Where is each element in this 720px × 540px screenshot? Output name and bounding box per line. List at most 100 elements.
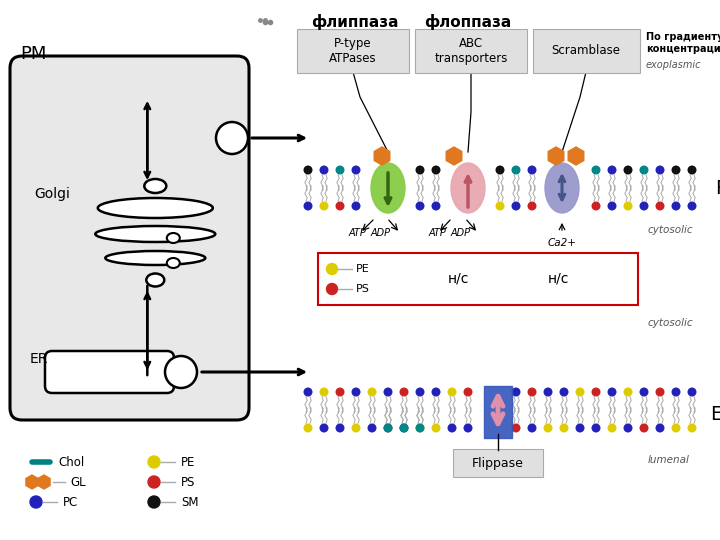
Text: GL: GL: [70, 476, 86, 489]
Circle shape: [336, 423, 344, 433]
Circle shape: [688, 165, 696, 174]
Circle shape: [336, 388, 344, 396]
Circle shape: [351, 165, 361, 174]
Circle shape: [495, 201, 505, 211]
Text: PM: PM: [20, 45, 46, 63]
Circle shape: [528, 423, 536, 433]
Text: cytosolic: cytosolic: [648, 225, 693, 235]
FancyBboxPatch shape: [453, 449, 543, 477]
Circle shape: [592, 423, 600, 433]
Text: ABC
transporters: ABC transporters: [434, 37, 508, 65]
Circle shape: [320, 388, 328, 396]
Circle shape: [655, 165, 665, 174]
Circle shape: [624, 423, 632, 433]
Circle shape: [672, 388, 680, 396]
Circle shape: [688, 388, 696, 396]
Text: lumenal: lumenal: [648, 455, 690, 465]
Circle shape: [336, 165, 344, 174]
Circle shape: [672, 165, 680, 174]
Circle shape: [688, 423, 696, 433]
Circle shape: [415, 201, 425, 211]
Circle shape: [351, 201, 361, 211]
Text: P-type
ATPases: P-type ATPases: [329, 37, 377, 65]
Ellipse shape: [167, 233, 180, 243]
Circle shape: [639, 388, 649, 396]
Text: ADP: ADP: [451, 228, 471, 238]
Circle shape: [511, 165, 521, 174]
Circle shape: [559, 388, 569, 396]
Circle shape: [415, 423, 425, 433]
Circle shape: [655, 201, 665, 211]
Circle shape: [415, 165, 425, 174]
Circle shape: [148, 476, 160, 488]
Circle shape: [511, 423, 521, 433]
Circle shape: [639, 165, 649, 174]
Circle shape: [575, 388, 585, 396]
Text: ER: ER: [30, 352, 48, 366]
Circle shape: [544, 423, 552, 433]
Bar: [318, 253, 638, 305]
Circle shape: [384, 423, 392, 433]
Circle shape: [575, 423, 585, 433]
Circle shape: [431, 165, 441, 174]
Text: ATP: ATP: [348, 228, 366, 238]
Circle shape: [304, 201, 312, 211]
Circle shape: [431, 388, 441, 396]
Text: Scramblase: Scramblase: [552, 44, 621, 57]
Text: Ca2+: Ca2+: [547, 238, 577, 248]
Text: н/с: н/с: [447, 272, 469, 286]
Circle shape: [655, 423, 665, 433]
Text: Golgi: Golgi: [34, 187, 70, 201]
Circle shape: [592, 201, 600, 211]
Circle shape: [624, 201, 632, 211]
Text: Flippase: Flippase: [472, 456, 524, 469]
FancyBboxPatch shape: [10, 56, 249, 420]
Ellipse shape: [98, 198, 213, 218]
Circle shape: [351, 388, 361, 396]
Text: ER: ER: [710, 406, 720, 424]
Circle shape: [367, 388, 377, 396]
Text: ATP: ATP: [428, 228, 446, 238]
Text: cytosolic: cytosolic: [648, 318, 693, 328]
Circle shape: [400, 423, 408, 433]
Circle shape: [672, 201, 680, 211]
Bar: [484, 386, 512, 438]
FancyBboxPatch shape: [297, 29, 409, 73]
Circle shape: [528, 388, 536, 396]
Circle shape: [148, 496, 160, 508]
FancyBboxPatch shape: [533, 29, 640, 73]
Circle shape: [320, 165, 328, 174]
Circle shape: [464, 388, 472, 396]
Circle shape: [30, 496, 42, 508]
Circle shape: [544, 388, 552, 396]
Circle shape: [304, 165, 312, 174]
Text: PC: PC: [63, 496, 78, 509]
Circle shape: [511, 388, 521, 396]
Text: PS: PS: [181, 476, 195, 489]
Circle shape: [608, 423, 616, 433]
Circle shape: [431, 201, 441, 211]
Circle shape: [559, 423, 569, 433]
Ellipse shape: [545, 163, 579, 213]
Circle shape: [400, 388, 408, 396]
Text: PS: PS: [356, 284, 370, 294]
Circle shape: [672, 423, 680, 433]
Ellipse shape: [371, 163, 405, 213]
Circle shape: [415, 388, 425, 396]
Circle shape: [326, 284, 338, 294]
Circle shape: [304, 388, 312, 396]
Text: флиппаза: флиппаза: [311, 14, 399, 30]
Ellipse shape: [146, 273, 164, 287]
Circle shape: [639, 201, 649, 211]
Circle shape: [320, 201, 328, 211]
Text: н/с: н/с: [547, 272, 569, 286]
Ellipse shape: [144, 179, 166, 193]
Circle shape: [448, 388, 456, 396]
Circle shape: [639, 423, 649, 433]
Text: PE: PE: [356, 264, 370, 274]
Circle shape: [608, 201, 616, 211]
Text: PE: PE: [181, 456, 195, 469]
Circle shape: [320, 423, 328, 433]
Circle shape: [351, 423, 361, 433]
Ellipse shape: [167, 258, 180, 268]
